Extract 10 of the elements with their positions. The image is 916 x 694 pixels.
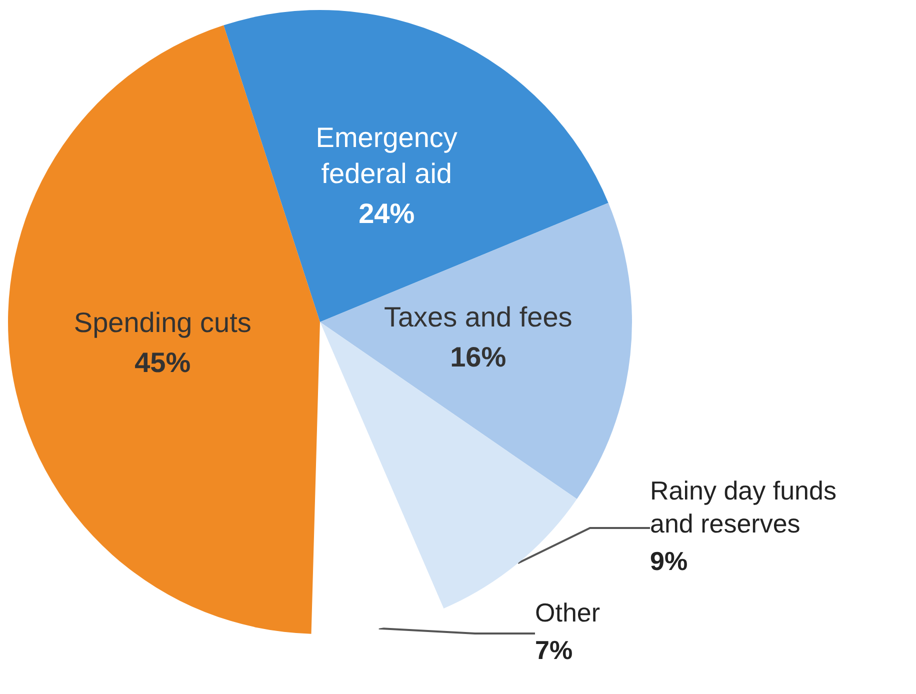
data-label: 24%: [358, 198, 415, 230]
slice-label: Spending cuts: [74, 307, 252, 338]
data-label: 7%: [535, 635, 573, 665]
data-label: 9%: [650, 546, 688, 576]
data-label: 45%: [134, 347, 191, 378]
slice-label: Emergency federal aid: [316, 122, 458, 190]
slice-label: Taxes and fees: [384, 301, 572, 332]
slice-label: Rainy day funds and reserves: [650, 476, 836, 538]
slice-label: Other: [535, 598, 600, 628]
data-label: 16%: [450, 341, 506, 372]
